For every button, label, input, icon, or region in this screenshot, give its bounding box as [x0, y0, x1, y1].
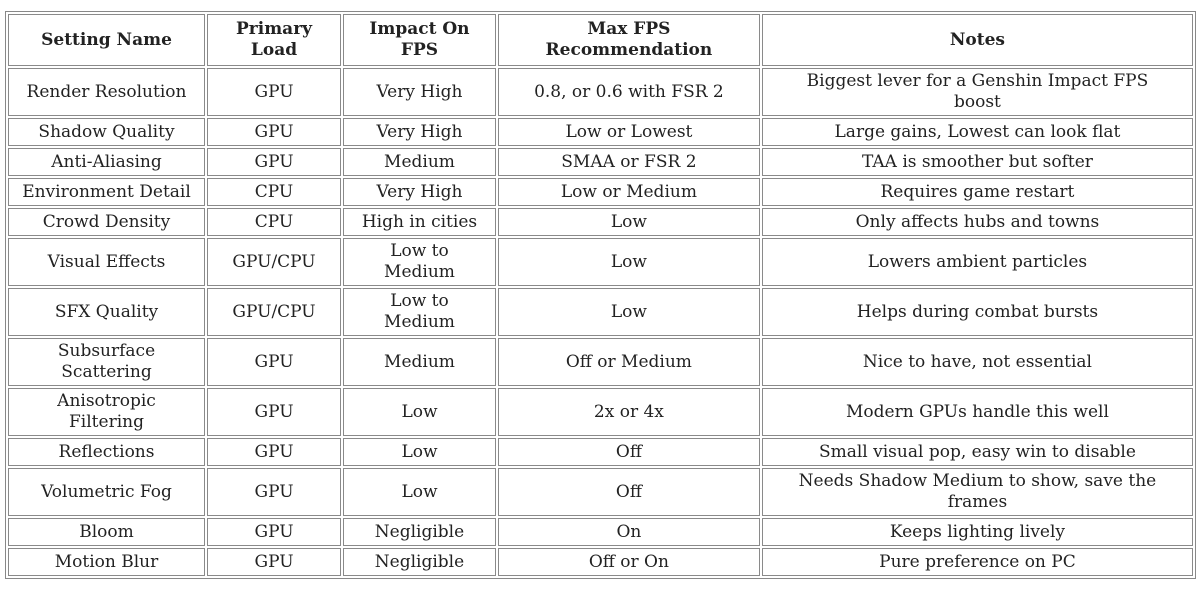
- cell-recommendation: SMAA or FSR 2: [497, 148, 760, 176]
- cell-primary-load: GPU: [207, 548, 342, 576]
- cell-recommendation: 0.8, or 0.6 with FSR 2: [497, 68, 760, 116]
- cell-setting-name: Anisotropic Filtering: [8, 388, 205, 436]
- cell-setting-name: Anti-Aliasing: [8, 148, 205, 176]
- cell-notes: Requires game restart: [761, 178, 1193, 206]
- cell-setting-name: Volumetric Fog: [8, 468, 205, 516]
- cell-impact: Low: [343, 468, 496, 516]
- cell-primary-load: GPU: [207, 148, 342, 176]
- cell-setting-name: Render Resolution: [8, 68, 205, 116]
- cell-impact: Medium: [343, 148, 496, 176]
- table-row: Motion Blur GPU Negligible Off or On Pure pr…: [8, 548, 1193, 576]
- cell-impact: Negligible: [343, 518, 496, 546]
- cell-impact: Low to Medium: [343, 238, 496, 286]
- table-row: Anti-Aliasing GPU Medium SMAA or FSR 2 TAA i…: [8, 148, 1193, 176]
- cell-setting-name: Motion Blur: [8, 548, 205, 576]
- cell-notes: Small visual pop, easy win to disable: [761, 438, 1193, 466]
- cell-setting-name: Bloom: [8, 518, 205, 546]
- table-row: Environment Detail CPU Very High Low or Med…: [8, 178, 1193, 206]
- cell-impact: Very High: [343, 68, 496, 116]
- cell-notes: Lowers ambient particles: [761, 238, 1193, 286]
- cell-recommendation: Low or Medium: [497, 178, 760, 206]
- table-row: Visual Effects GPU/CPU Low to Medium Low Low…: [8, 238, 1193, 286]
- cell-setting-name: Reflections: [8, 438, 205, 466]
- cell-setting-name: Crowd Density: [8, 208, 205, 236]
- cell-recommendation: Low: [497, 238, 760, 286]
- header-primary-load: Primary Load: [207, 14, 342, 66]
- cell-recommendation: Low: [497, 288, 760, 336]
- cell-impact: Low to Medium: [343, 288, 496, 336]
- cell-impact: Low: [343, 438, 496, 466]
- cell-impact: Medium: [343, 338, 496, 386]
- header-setting-name: Setting Name: [8, 14, 205, 66]
- cell-notes: Helps during combat bursts: [761, 288, 1193, 336]
- cell-primary-load: GPU/CPU: [207, 288, 342, 336]
- cell-notes: Only affects hubs and towns: [761, 208, 1193, 236]
- cell-recommendation: On: [497, 518, 760, 546]
- cell-recommendation: Off: [497, 438, 760, 466]
- cell-impact: Low: [343, 388, 496, 436]
- table-row: Bloom GPU Negligible On Keeps lighting livel…: [8, 518, 1193, 546]
- cell-setting-name: Visual Effects: [8, 238, 205, 286]
- header-recommendation: Max FPS Recommendation: [497, 14, 760, 66]
- cell-primary-load: GPU: [207, 388, 342, 436]
- cell-primary-load: CPU: [207, 208, 342, 236]
- cell-primary-load: GPU/CPU: [207, 238, 342, 286]
- cell-primary-load: GPU: [207, 468, 342, 516]
- cell-notes: Large gains, Lowest can look flat: [761, 118, 1193, 146]
- cell-setting-name: Shadow Quality: [8, 118, 205, 146]
- cell-primary-load: GPU: [207, 518, 342, 546]
- cell-recommendation: 2x or 4x: [497, 388, 760, 436]
- cell-notes: Biggest lever for a Genshin Impact FPS b…: [761, 68, 1193, 116]
- table-row: Render Resolution GPU Very High 0.8, or 0.6…: [8, 68, 1193, 116]
- cell-impact: Negligible: [343, 548, 496, 576]
- cell-primary-load: CPU: [207, 178, 342, 206]
- cell-impact: Very High: [343, 178, 496, 206]
- table-row: Subsurface Scattering GPU Medium Off or Med…: [8, 338, 1193, 386]
- cell-impact: High in cities: [343, 208, 496, 236]
- cell-notes: Needs Shadow Medium to show, save the fr…: [761, 468, 1193, 516]
- cell-impact: Very High: [343, 118, 496, 146]
- cell-recommendation: Low: [497, 208, 760, 236]
- cell-primary-load: GPU: [207, 68, 342, 116]
- cell-primary-load: GPU: [207, 118, 342, 146]
- cell-notes: Pure preference on PC: [761, 548, 1193, 576]
- cell-setting-name: Subsurface Scattering: [8, 338, 205, 386]
- settings-table: Setting Name Primary Load Impact On FPS …: [5, 11, 1196, 579]
- cell-notes: Keeps lighting lively: [761, 518, 1193, 546]
- cell-recommendation: Off or Medium: [497, 338, 760, 386]
- header-row: Setting Name Primary Load Impact On FPS …: [8, 14, 1193, 66]
- table-row: Crowd Density CPU High in cities Low Only af…: [8, 208, 1193, 236]
- header-notes: Notes: [761, 14, 1193, 66]
- cell-recommendation: Off: [497, 468, 760, 516]
- cell-recommendation: Low or Lowest: [497, 118, 760, 146]
- table-row: Reflections GPU Low Off Small visual pop, ea…: [8, 438, 1193, 466]
- table-row: SFX Quality GPU/CPU Low to Medium Low Helps …: [8, 288, 1193, 336]
- cell-primary-load: GPU: [207, 338, 342, 386]
- cell-primary-load: GPU: [207, 438, 342, 466]
- cell-notes: TAA is smoother but softer: [761, 148, 1193, 176]
- cell-setting-name: Environment Detail: [8, 178, 205, 206]
- header-impact: Impact On FPS: [343, 14, 496, 66]
- table-row: Anisotropic Filtering GPU Low 2x or 4x Moder…: [8, 388, 1193, 436]
- cell-recommendation: Off or On: [497, 548, 760, 576]
- cell-setting-name: SFX Quality: [8, 288, 205, 336]
- cell-notes: Nice to have, not essential: [761, 338, 1193, 386]
- table-row: Shadow Quality GPU Very High Low or Lowest L…: [8, 118, 1193, 146]
- cell-notes: Modern GPUs handle this well: [761, 388, 1193, 436]
- table-row: Volumetric Fog GPU Low Off Needs Shadow Medi…: [8, 468, 1193, 516]
